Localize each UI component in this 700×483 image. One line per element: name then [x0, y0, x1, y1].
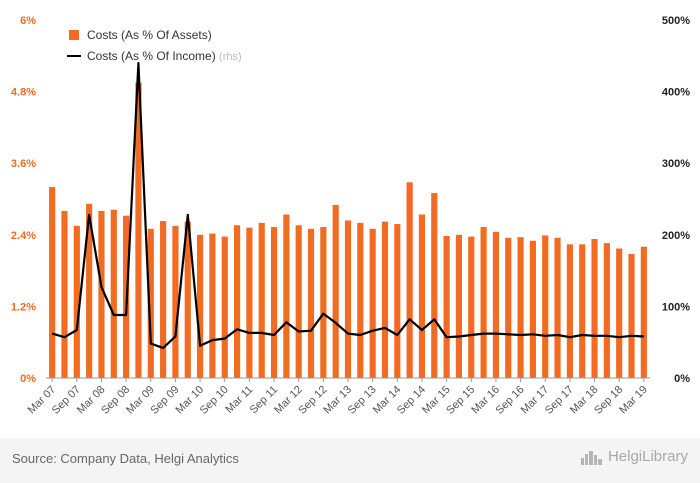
bar-8: [147, 228, 154, 378]
y-right-tick-label: 500%: [662, 15, 690, 27]
bar-4: [98, 210, 105, 378]
bar-32: [443, 235, 450, 378]
bar-10: [172, 225, 179, 378]
bar-35: [480, 227, 487, 378]
line-series-income: [51, 61, 644, 349]
legend: Costs (As % Of Assets) Costs (As % Of In…: [67, 28, 242, 63]
bar-27: [381, 221, 389, 378]
bar-31: [431, 193, 438, 378]
footer: Source: Company Data, Helgi Analytics He…: [0, 438, 700, 483]
y-left-tick-label: 4.8%: [11, 87, 36, 99]
legend-label-assets: Costs (As % Of Assets): [87, 28, 212, 42]
bar-20: [295, 225, 302, 378]
y-left-tick-label: 2.4%: [11, 230, 36, 242]
bar-36: [492, 231, 499, 378]
bar-2: [73, 225, 80, 378]
brand-name: HelgiLibrary: [607, 448, 688, 465]
combo-chart: 0% 1.2% 2.4% 3.6% 4.8% 6% 0% 100% 200% 300% 400% 50…: [11, 15, 690, 417]
bar-47: [628, 253, 635, 378]
bar-7: [135, 82, 142, 379]
bar-18: [270, 227, 278, 378]
bar-42: [566, 244, 573, 378]
y-left-tick-label: 1.2%: [11, 301, 36, 313]
bar-23: [332, 204, 339, 378]
y-right-tick-label: 0%: [674, 373, 690, 385]
y-left-tick-label: 0%: [20, 373, 36, 385]
y-left-tick-label: 6%: [20, 15, 36, 27]
bar-28: [394, 224, 401, 378]
bar-14: [221, 236, 228, 378]
bar-40: [542, 235, 549, 378]
x-tick-label: Mar 19: [617, 384, 650, 417]
bar-45: [603, 243, 610, 378]
y-right-tick-label: 300%: [662, 158, 690, 170]
bar-19: [283, 214, 290, 378]
bar-22: [320, 227, 327, 378]
income-line: [51, 61, 644, 349]
bar-38: [517, 237, 524, 378]
bar-41: [554, 237, 561, 378]
bar-series-assets: [49, 82, 647, 379]
bar-44: [591, 238, 598, 378]
bar-25: [357, 222, 364, 378]
bar-29: [406, 182, 413, 378]
bar-0: [49, 187, 56, 378]
bar-17: [258, 222, 265, 378]
legend-swatch-assets: [69, 30, 79, 40]
bar-33: [455, 234, 463, 378]
legend-label-income: Costs (As % Of Income) (rhs): [87, 49, 242, 63]
bar-26: [369, 228, 376, 378]
bar-34: [468, 236, 475, 378]
y-left-tick-label: 3.6%: [11, 158, 36, 170]
bar-30: [418, 214, 426, 378]
y-right-tick-label: 200%: [662, 230, 690, 242]
bar-21: [307, 228, 315, 378]
bar-3: [86, 203, 93, 378]
bar-12: [197, 234, 204, 378]
bar-11: [184, 221, 191, 378]
y-right-tick-label: 100%: [662, 301, 690, 313]
bar-48: [640, 246, 647, 378]
bar-1: [61, 210, 68, 378]
bar-5: [110, 209, 117, 378]
bar-13: [209, 233, 216, 378]
bar-15: [233, 225, 241, 378]
brand-logo[interactable]: HelgiLibrary: [580, 448, 688, 465]
bar-43: [579, 244, 586, 378]
bar-24: [344, 220, 352, 378]
bar-9: [160, 221, 167, 378]
city-skyline-icon: [580, 450, 602, 465]
bar-39: [529, 240, 536, 378]
y-right-tick-label: 400%: [662, 87, 690, 99]
bar-16: [246, 227, 253, 378]
bar-37: [505, 237, 512, 378]
source-text: Source: Company Data, Helgi Analytics: [12, 451, 239, 466]
bar-46: [616, 248, 623, 378]
